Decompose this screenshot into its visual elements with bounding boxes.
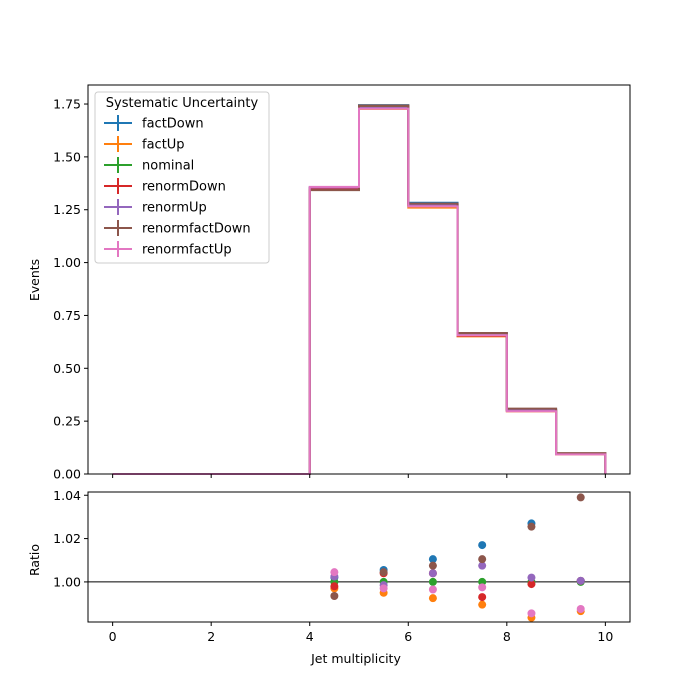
main-y-ticks: 0.00 0.25 0.50 0.75 1.00 1.25 1.50 1.75 — [53, 97, 88, 482]
main-y-tick-label: 0.50 — [53, 361, 81, 376]
ratio-point-renormfactDown — [330, 592, 339, 600]
ratio-point-renormDown — [330, 582, 339, 591]
main-panel: 0.000.250.500.751.001.251.501.75 Events … — [27, 84, 631, 482]
x-tick-label: 10 — [597, 629, 613, 644]
ratio-point-renormfactDown — [478, 555, 487, 564]
legend-label: renormfactUp — [142, 243, 232, 258]
legend-entry-factUp: factUp — [104, 136, 185, 153]
main-y-tick-label: 1.25 — [53, 202, 81, 217]
ratio-y-axis-label: Ratio — [27, 544, 42, 576]
ratio-panel: 1.00 1.02 1.04 0 2 4 6 8 10 Ratio Jet multiplic… — [27, 488, 631, 666]
legend-entry-renormDown: renormDown — [104, 178, 226, 195]
ratio-y-tick-label: 1.04 — [53, 488, 81, 503]
legend-label: nominal — [142, 159, 194, 174]
ratio-y-ticks: 1.00 1.02 1.04 — [53, 488, 88, 589]
ratio-point-renormfactDown — [576, 493, 585, 502]
main-y-tick-label: 1.00 — [53, 255, 81, 270]
legend-label: factDown — [142, 117, 204, 132]
legend-entry-renormfactUp: renormfactUp — [104, 241, 232, 258]
ratio-point-renormfactUp — [330, 568, 339, 577]
legend-label: renormDown — [142, 180, 226, 195]
ratio-point-renormfactUp — [428, 585, 437, 594]
ratio-point-factDown — [428, 555, 437, 564]
ratio-point-factUp — [478, 600, 487, 609]
legend-entry-factDown: factDown — [104, 115, 204, 132]
legend-entries: factDown factUp nominal renormDown renormUp r… — [104, 115, 251, 258]
ratio-point-renormfactUp — [527, 609, 536, 618]
x-tick-label: 8 — [503, 629, 511, 644]
legend-frame — [94, 91, 270, 264]
ratio-y-tick-label: 1.02 — [53, 531, 81, 546]
legend: Systematic Uncertainty factDown factUp nom… — [94, 91, 270, 264]
ratio-point-renormfactUp — [379, 584, 388, 593]
main-y-tick-label: 0.00 — [53, 467, 81, 482]
legend-entry-nominal: nominal — [104, 157, 194, 174]
ratio-x-ticks: 0 2 4 6 8 10 — [109, 622, 613, 644]
ratio-point-renormUp — [478, 561, 487, 570]
main-y-tick-label: 1.50 — [53, 149, 81, 164]
ratio-points — [330, 493, 585, 622]
main-y-axis-label: Events — [27, 259, 42, 301]
ratio-y-tick-label: 1.00 — [53, 574, 81, 589]
x-tick-label: 4 — [306, 629, 314, 644]
ratio-point-renormfactUp — [576, 605, 585, 613]
ratio-point-renormUp — [428, 569, 437, 578]
legend-label: renormUp — [142, 201, 207, 216]
main-y-tick-label: 0.25 — [53, 414, 81, 429]
x-tick-label: 0 — [109, 629, 117, 644]
ratio-point-nominal — [428, 577, 437, 586]
ratio-point-renormDown — [478, 593, 487, 602]
legend-entry-renormfactDown: renormfactDown — [104, 220, 251, 237]
ratio-point-renormfactDown — [527, 522, 536, 531]
ratio-point-factDown — [478, 541, 487, 550]
legend-title: Systematic Uncertainty — [106, 96, 259, 111]
ratio-point-renormfactDown — [379, 568, 388, 577]
x-tick-label: 2 — [207, 629, 215, 644]
ratio-point-renormfactDown — [428, 561, 437, 570]
legend-label: renormfactDown — [142, 222, 251, 237]
legend-label: factUp — [142, 138, 185, 153]
ratio-plot-area — [88, 492, 630, 622]
x-tick-label: 6 — [404, 629, 412, 644]
main-x-ticks — [112, 474, 606, 478]
ratio-axes-frame — [87, 491, 631, 623]
ratio-point-renormfactUp — [478, 583, 487, 592]
legend-entry-renormUp: renormUp — [104, 199, 207, 216]
ratio-point-renormUp — [527, 573, 536, 582]
ratio-point-factUp — [428, 594, 437, 603]
main-y-tick-label: 0.75 — [53, 308, 81, 323]
ratio-point-renormUp — [576, 576, 585, 585]
x-axis-label: Jet multiplicity — [310, 651, 401, 666]
main-axes-frame — [87, 84, 631, 475]
main-y-tick-label: 1.75 — [53, 97, 81, 112]
ratio-point-renormDown — [527, 580, 536, 589]
